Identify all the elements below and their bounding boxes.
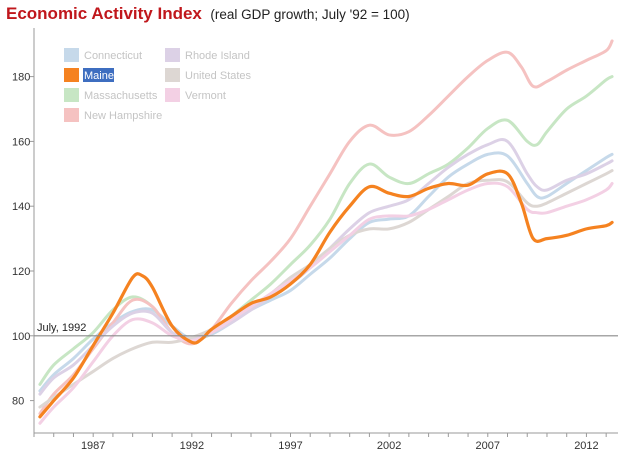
legend-label-new-hampshire: New Hampshire — [84, 110, 162, 122]
series-line-maine — [38, 169, 614, 419]
y-tick-label: 140 — [12, 201, 30, 213]
legend-item-maine[interactable]: Maine — [64, 68, 114, 82]
legend-swatch-rhode-island — [165, 48, 180, 62]
x-tick-label: 1997 — [278, 440, 302, 452]
chart-title: Economic Activity Index — [6, 4, 202, 23]
series-line-connecticut — [38, 151, 614, 393]
series-line-united-states — [38, 169, 614, 409]
legend-swatch-vermont — [165, 88, 180, 102]
y-tick-label: 180 — [12, 72, 30, 84]
legend-swatch-connecticut — [64, 48, 79, 62]
x-tick-label: 2002 — [377, 440, 401, 452]
legend-item-rhode-island[interactable]: Rhode Island — [165, 48, 250, 62]
reference-line-label: July, 1992 — [37, 322, 86, 334]
x-tick-label: 1992 — [180, 440, 204, 452]
y-tick-label: 80 — [12, 396, 24, 408]
legend-swatch-united-states — [165, 68, 180, 82]
legend-swatch-massachusetts — [64, 88, 79, 102]
legend-item-vermont[interactable]: Vermont — [165, 88, 226, 102]
series-line-massachusetts — [38, 75, 614, 386]
y-tick-label: 120 — [12, 266, 30, 278]
series-layer — [38, 39, 614, 425]
legend-highlight-maine — [83, 68, 114, 82]
y-tick-label: 100 — [12, 331, 30, 343]
x-tick-label: 2007 — [476, 440, 500, 452]
legend-swatch-maine — [64, 68, 79, 82]
series-line-rhode-island — [38, 138, 614, 396]
axes-layer: 80 100 120 140 160 180 1987 1992 1997 2002 2007 201… — [12, 28, 618, 452]
legend[interactable]: Connecticut Maine Massachusetts New Hampshi… — [64, 48, 252, 122]
legend-label-connecticut: Connecticut — [84, 50, 142, 62]
legend-label-united-states: United States — [185, 70, 252, 82]
legend-label-massachusetts: Massachusetts — [84, 90, 158, 102]
series-line-new-hampshire — [38, 39, 614, 416]
legend-item-massachusetts[interactable]: Massachusetts — [64, 88, 158, 102]
legend-label-rhode-island: Rhode Island — [185, 50, 250, 62]
legend-label-maine: Maine — [84, 70, 114, 82]
y-tick-label: 160 — [12, 136, 30, 148]
legend-item-new-hampshire[interactable]: New Hampshire — [64, 108, 162, 122]
legend-item-connecticut[interactable]: Connecticut — [64, 48, 142, 62]
legend-label-vermont: Vermont — [185, 90, 226, 102]
series-line-vermont — [38, 181, 614, 425]
chart-subtitle: (real GDP growth; July '92 = 100) — [210, 7, 410, 22]
legend-swatch-new-hampshire — [64, 108, 79, 122]
x-tick-label: 2012 — [574, 440, 598, 452]
x-tick-label: 1987 — [81, 440, 105, 452]
legend-item-united-states[interactable]: United States — [165, 68, 252, 82]
chart-header: Economic Activity Index (real GDP growth… — [6, 4, 410, 24]
